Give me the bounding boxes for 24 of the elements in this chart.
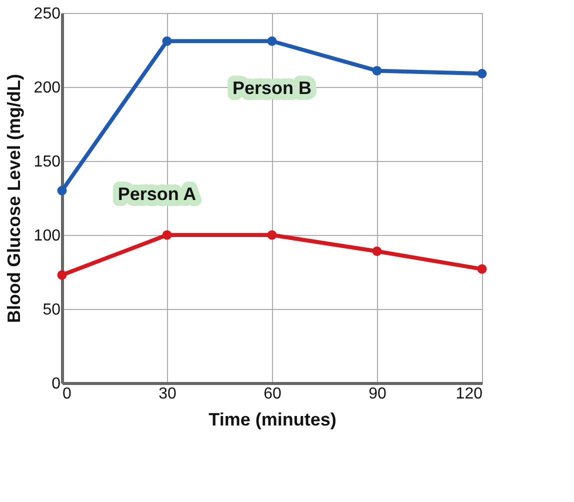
point (477, 264, 487, 274)
y-tick-label: 50 (42, 302, 61, 318)
point (162, 230, 172, 240)
x-tick-label: 90 (368, 386, 386, 402)
x-tick-label: 0 (62, 386, 72, 402)
point (477, 68, 487, 78)
series-label: Person A (118, 184, 196, 204)
y-tick-label: 250 (34, 6, 61, 22)
y-tick-label: 150 (34, 154, 61, 170)
point (267, 230, 277, 240)
point (267, 36, 277, 46)
x-tick-label: 120 (456, 386, 483, 402)
y-tick-label: 200 (34, 80, 61, 96)
series-label: Person B (232, 78, 312, 98)
point (162, 36, 172, 46)
x-tick-label: 30 (158, 386, 176, 402)
x-axis-title: Time (minutes) (208, 410, 336, 430)
point (57, 186, 67, 196)
point (57, 270, 67, 280)
point (372, 246, 382, 256)
x-tick-label: 60 (264, 386, 282, 402)
y-tick-label: 100 (34, 228, 61, 244)
y-axis-title: Blood Glucose Level (mg/dL) (4, 74, 24, 324)
point (372, 66, 382, 76)
